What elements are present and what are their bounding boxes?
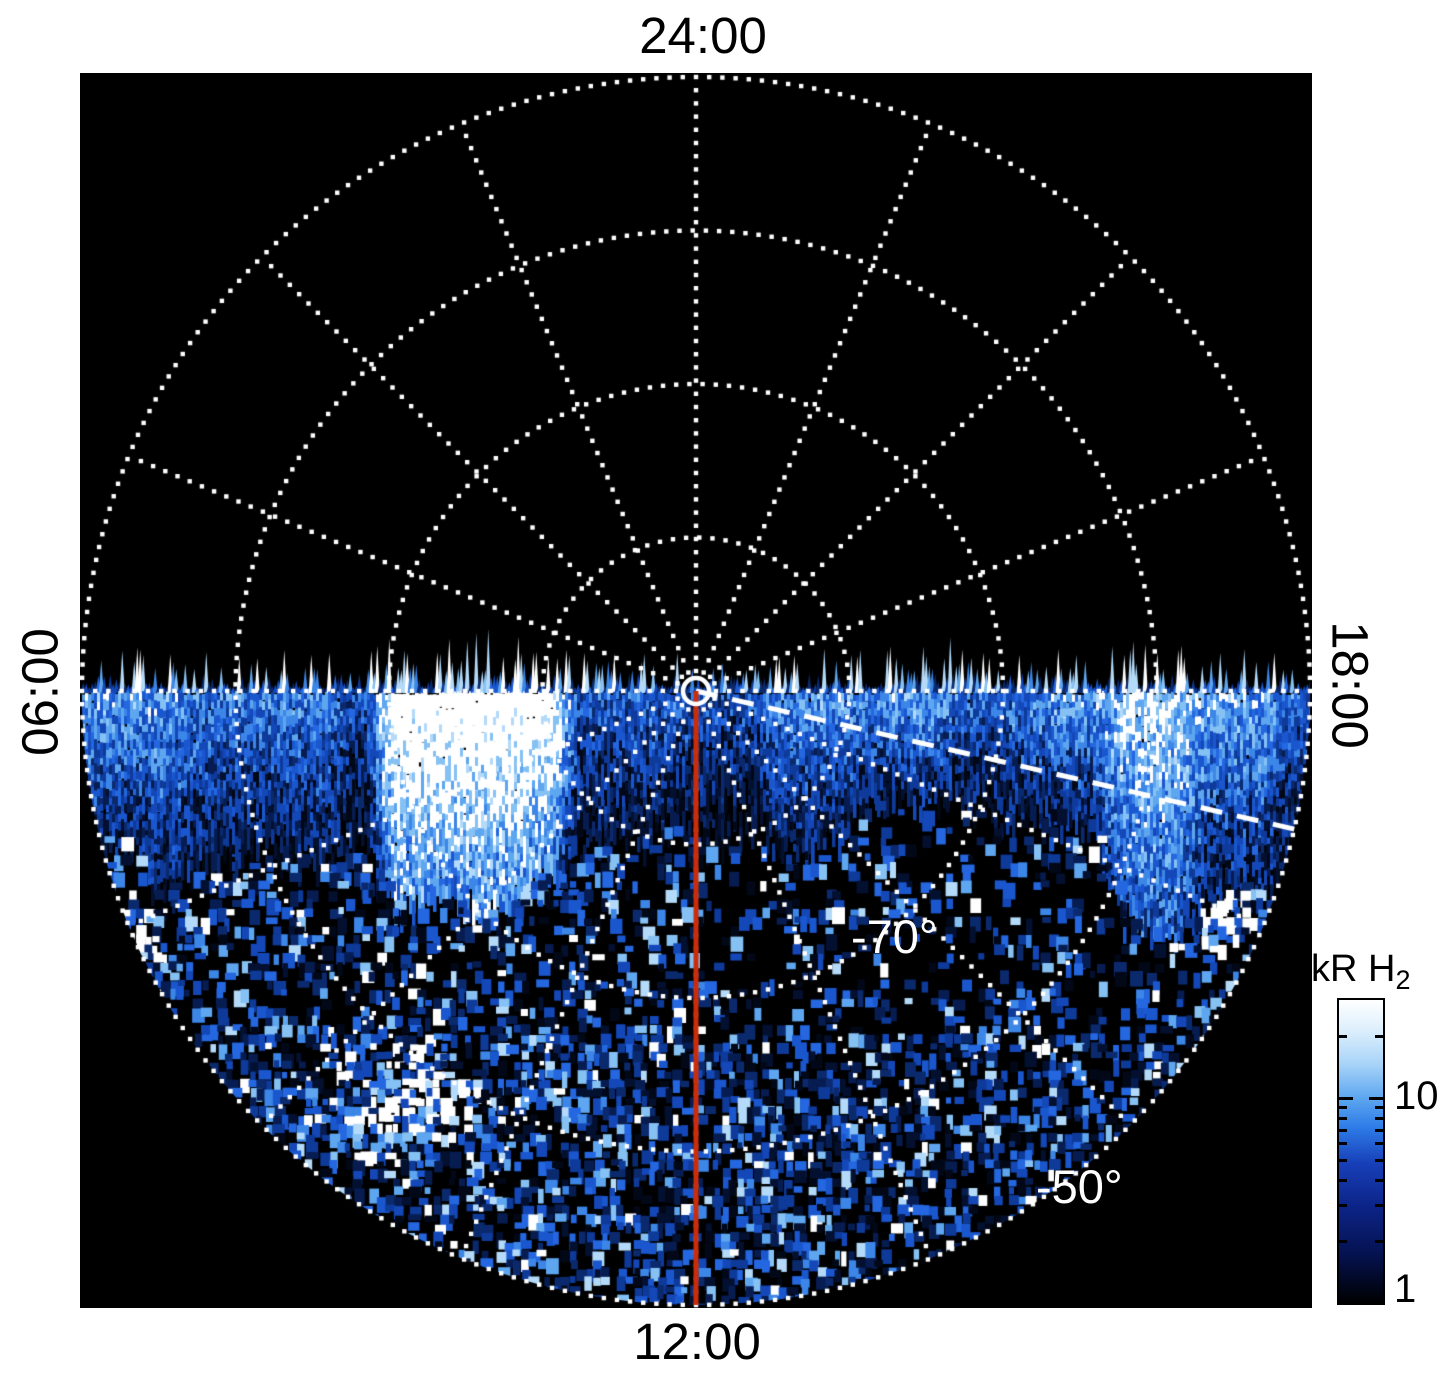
colorbar-tick bbox=[1339, 1106, 1347, 1110]
colorbar-tick-label: 10 bbox=[1394, 1073, 1439, 1118]
colorbar-tick bbox=[1339, 1096, 1353, 1100]
colorbar-tick bbox=[1339, 1178, 1347, 1182]
colorbar-unit-subscript: 2 bbox=[1395, 965, 1411, 995]
polar-heatmap-canvas bbox=[80, 73, 1312, 1308]
time-label-2400: 24:00 bbox=[639, 7, 767, 64]
plot-area bbox=[80, 73, 1312, 1308]
colorbar-tick bbox=[1375, 1142, 1383, 1146]
time-label-1800: 18:00 bbox=[1321, 621, 1379, 749]
time-label-1200: 12:00 bbox=[633, 1313, 761, 1370]
colorbar-tick bbox=[1375, 1204, 1383, 1208]
colorbar-tick bbox=[1339, 1142, 1347, 1146]
time-label-0600: 06:00 bbox=[11, 628, 69, 756]
colorbar-tick bbox=[1375, 1116, 1383, 1120]
colorbar-tick bbox=[1375, 1128, 1383, 1132]
colorbar-tick bbox=[1339, 1158, 1347, 1162]
colorbar-tick bbox=[1339, 1204, 1347, 1208]
colorbar-tick bbox=[1375, 1158, 1383, 1162]
colorbar-tick bbox=[1375, 1035, 1383, 1039]
colorbar-tick bbox=[1369, 1096, 1383, 1100]
colorbar-tick bbox=[1339, 1128, 1347, 1132]
colorbar-tick bbox=[1339, 1116, 1347, 1120]
colorbar-tick bbox=[1339, 1240, 1347, 1244]
latitude-label-50: -50° bbox=[1036, 1160, 1123, 1213]
colorbar-tick bbox=[1375, 1106, 1383, 1110]
colorbar-tick bbox=[1375, 1240, 1383, 1244]
latitude-label-70: -70° bbox=[851, 910, 938, 963]
colorbar-tick bbox=[1375, 1178, 1383, 1182]
colorbar-tick bbox=[1339, 1035, 1347, 1039]
colorbar-unit: kR H bbox=[1311, 948, 1396, 990]
colorbar-tick-label: 1 bbox=[1394, 1267, 1417, 1311]
colorbar bbox=[1337, 998, 1385, 1305]
colorbar-title: kR H2 bbox=[1311, 950, 1410, 994]
